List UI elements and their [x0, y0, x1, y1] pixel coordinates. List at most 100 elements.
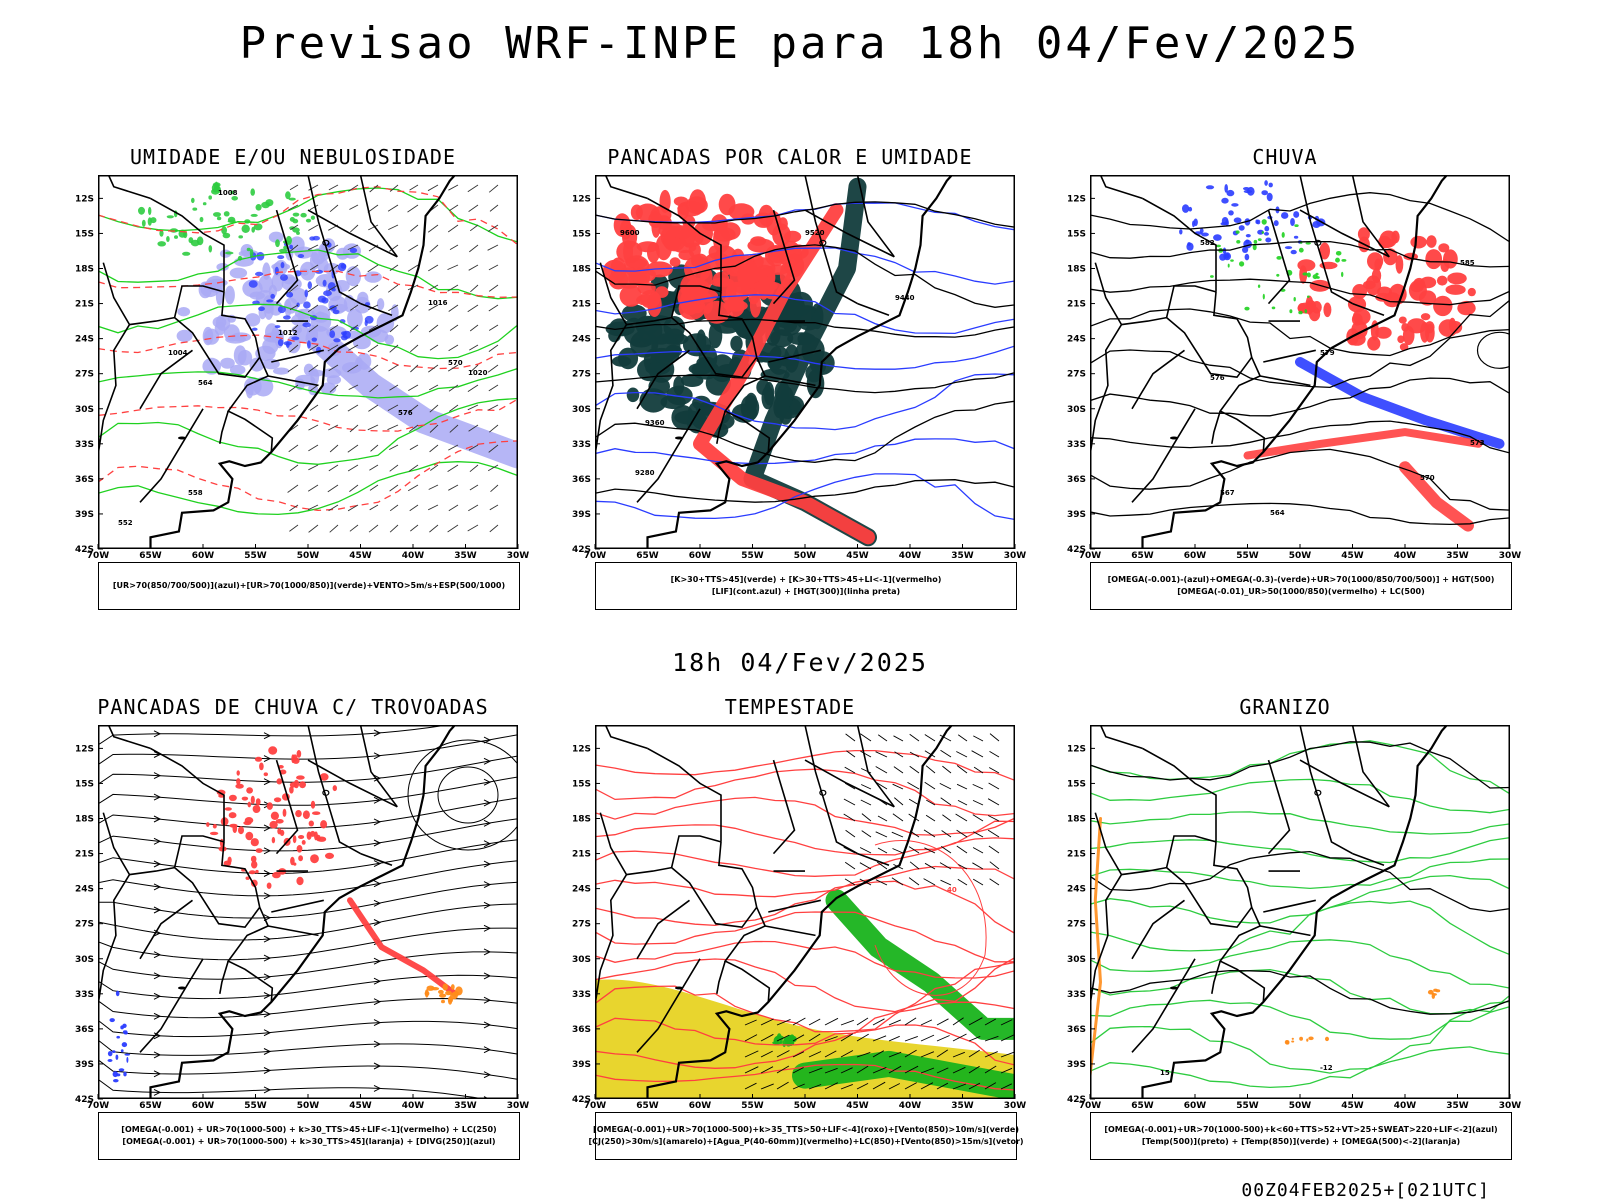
- streamline: [98, 974, 518, 1000]
- instability-red: [737, 266, 760, 282]
- wind-vector: [410, 524, 419, 532]
- thunder-red: [238, 826, 244, 835]
- wind-vector: [942, 765, 952, 774]
- wind-vector: [877, 815, 888, 822]
- thunder-red: [298, 855, 303, 862]
- thunder-red: [209, 831, 219, 836]
- wind-vector: [447, 364, 459, 372]
- wind-vector: [428, 304, 439, 311]
- thunder-red: [325, 852, 334, 859]
- wind-vector: [984, 1065, 997, 1074]
- wind-vector: [904, 1049, 917, 1058]
- low-humidity-blob: [283, 245, 288, 250]
- humidity-core-blob: [303, 301, 311, 309]
- low-humidity-blob: [289, 226, 295, 230]
- lake: [178, 436, 186, 440]
- country-border: [150, 747, 225, 842]
- wind-vector: [349, 524, 359, 532]
- thunder-red: [310, 800, 316, 809]
- contour-label: 15: [1160, 1069, 1170, 1077]
- omega-orange: [1291, 1040, 1295, 1043]
- instability-red: [704, 252, 731, 270]
- lat-tick-label: 33S: [1067, 990, 1086, 1000]
- lon-tick-label: 55W: [741, 1101, 764, 1111]
- rain-blue: [1264, 180, 1268, 186]
- east-coastline: [646, 175, 954, 549]
- low-humidity-blob: [221, 226, 227, 235]
- lat-tick-label: 30S: [75, 405, 94, 415]
- lon-tick-label: 50W: [297, 1101, 320, 1111]
- country-border: [1213, 841, 1266, 1003]
- rain-red: [1357, 227, 1370, 241]
- streamline-arrow: [153, 951, 162, 959]
- lake: [1170, 436, 1178, 440]
- wind-vector: [308, 324, 319, 333]
- humidity-core-blob: [327, 282, 336, 291]
- wind-vector: [982, 725, 983, 726]
- wind-vector: [892, 848, 904, 854]
- wind-vector: [824, 1017, 839, 1026]
- lat-tick-label: 33S: [1067, 440, 1086, 450]
- wind-vector: [968, 1065, 980, 1074]
- low-humidity-blob: [159, 229, 164, 237]
- wind-vector: [872, 1050, 885, 1058]
- rain-red: [1420, 313, 1431, 321]
- rain-blue: [1261, 190, 1268, 196]
- wind-vector: [909, 861, 920, 870]
- wind-vector: [1000, 1019, 1013, 1026]
- lon-tick-label: 35W: [951, 1101, 974, 1111]
- humidity-high-blob: [268, 231, 284, 243]
- humidity-high-blob: [249, 357, 265, 372]
- streamline-arrow: [153, 1070, 162, 1078]
- country-border: [1142, 747, 1217, 842]
- wind-vector: [894, 797, 904, 806]
- lat-tick-label: 39S: [75, 1060, 94, 1070]
- contour-label: 9360: [645, 419, 665, 427]
- lc850-contour: [595, 865, 1015, 898]
- streamline-arrow: [483, 778, 492, 786]
- lat-tick-label: 12S: [75, 744, 94, 754]
- lc850-contour: [595, 1001, 1015, 1046]
- lat-tick-label: 42S: [1067, 1095, 1086, 1105]
- humidity-high-blob: [354, 296, 371, 314]
- rain-red: [1467, 287, 1476, 297]
- lat-tick-label: 33S: [75, 440, 94, 450]
- streamline-arrow: [153, 793, 162, 801]
- low-humidity-blob: [261, 201, 270, 209]
- wind-vector: [469, 464, 479, 473]
- wind-vector: [902, 725, 903, 726]
- thunder-red: [228, 812, 237, 819]
- teal-area: [717, 364, 740, 376]
- wind-vector: [289, 524, 299, 532]
- low-humidity-blob: [230, 190, 235, 195]
- rain-green: [1257, 238, 1262, 241]
- humidity-high-blob: [253, 376, 274, 397]
- rain-red: [1371, 268, 1382, 284]
- rain-green: [1341, 259, 1347, 262]
- wind-vector: [844, 766, 856, 774]
- wind-vector: [966, 725, 967, 726]
- wind-vector: [744, 1082, 757, 1090]
- country-border: [1090, 324, 1123, 461]
- wind-vector: [989, 751, 1000, 758]
- instability-red: [630, 204, 643, 221]
- lif-contour: [595, 473, 1015, 521]
- humidity-high-blob: [176, 329, 193, 343]
- rain-blue: [1224, 184, 1228, 193]
- thunder-red: [301, 840, 306, 845]
- wind-vector: [956, 845, 968, 854]
- wind-vector: [904, 1065, 919, 1074]
- wind-vector: [924, 750, 936, 758]
- lat-tick-label: 27S: [1067, 370, 1086, 380]
- humidity-core-blob: [337, 262, 347, 272]
- wind-vector: [989, 878, 1000, 886]
- wind-vector: [988, 845, 1000, 854]
- panel-title: GRANIZO: [1239, 695, 1331, 719]
- wind-vector: [327, 344, 339, 352]
- wind-vector: [956, 829, 968, 838]
- teal-area: [745, 392, 758, 413]
- low-humidity-blob: [310, 215, 315, 220]
- wind-vector: [289, 404, 299, 411]
- lon-tick-label: 40W: [1394, 551, 1417, 561]
- low-humidity-blob: [279, 248, 288, 253]
